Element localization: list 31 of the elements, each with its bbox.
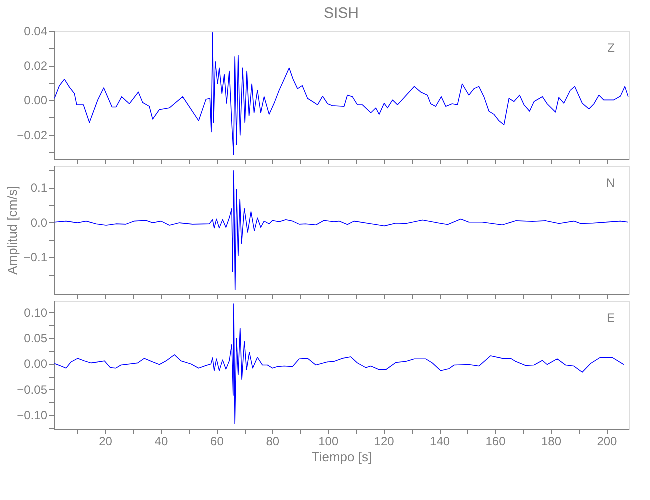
x-tick-label: 160	[486, 434, 506, 448]
x-tick-label: 100	[318, 434, 339, 448]
x-tick-label: 200	[597, 434, 618, 448]
annotation: E	[606, 311, 615, 325]
y-tick-label: −0.02	[17, 128, 48, 142]
y-tick-label: 0.02	[24, 59, 48, 74]
y-tick-label: 0.00	[24, 94, 48, 108]
annotation: Z	[608, 41, 615, 55]
line-series	[54, 32, 629, 156]
y-tick-label: −0.05	[17, 382, 48, 397]
y-tick-label: −0.1	[24, 250, 48, 265]
y-tick-label: 0.04	[24, 24, 48, 38]
chart-title: SISH	[324, 5, 360, 22]
y-tick-label: 0.05	[24, 332, 48, 346]
x-tick-label: 40	[154, 434, 168, 448]
line-series	[54, 170, 629, 291]
x-tick-label: 80	[266, 434, 280, 448]
x-axis-title: Tiempo [s]	[312, 450, 372, 464]
y-tick-label: 0.00	[24, 357, 48, 372]
line-series	[54, 304, 624, 424]
annotation: N	[606, 176, 615, 190]
y-tick-label: 0.0	[30, 216, 48, 230]
x-tick-label: 120	[374, 434, 395, 448]
y-axis-title: Amplitud [cm/s]	[4, 186, 20, 275]
x-tick-label: 180	[541, 434, 562, 448]
y-tick-label: 0.1	[30, 181, 48, 196]
y-tick-label: −0.10	[17, 408, 48, 423]
y-tick-label: 0.10	[24, 306, 48, 320]
x-tick-label: 140	[430, 434, 450, 448]
x-tick-label: 60	[210, 434, 224, 448]
x-tick-label: 20	[99, 434, 113, 448]
